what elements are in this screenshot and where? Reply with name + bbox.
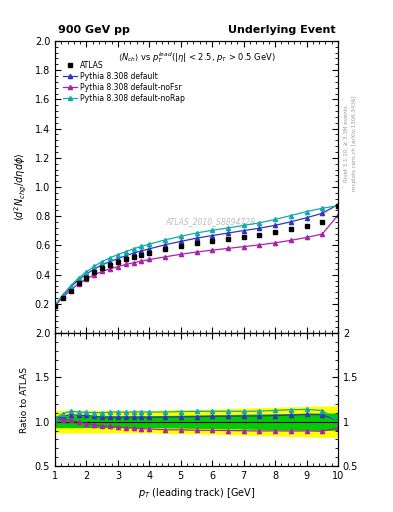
Text: mcplots.cern.ch [arXiv:1306.3436]: mcplots.cern.ch [arXiv:1306.3436]	[352, 96, 357, 191]
Y-axis label: $\langle d^2 N_{chg}/d\eta d\phi \rangle$: $\langle d^2 N_{chg}/d\eta d\phi \rangle…	[13, 153, 29, 221]
Text: ATLAS_2010_S8894728: ATLAS_2010_S8894728	[165, 218, 256, 227]
Text: 900 GeV pp: 900 GeV pp	[58, 25, 130, 35]
Text: $\langle N_{ch}\rangle$ vs $p_T^{lead}$($|\eta|$ < 2.5, $p_T$ > 0.5 GeV): $\langle N_{ch}\rangle$ vs $p_T^{lead}$(…	[118, 50, 275, 65]
Text: Underlying Event: Underlying Event	[228, 25, 335, 35]
X-axis label: $p_T$ (leading track) [GeV]: $p_T$ (leading track) [GeV]	[138, 486, 255, 500]
Legend: ATLAS, Pythia 8.308 default, Pythia 8.308 default-noFsr, Pythia 8.308 default-no: ATLAS, Pythia 8.308 default, Pythia 8.30…	[62, 59, 186, 104]
Text: Rivet 3.1.10, ≥ 3.3M events: Rivet 3.1.10, ≥ 3.3M events	[344, 105, 349, 182]
Y-axis label: Ratio to ATLAS: Ratio to ATLAS	[20, 367, 29, 433]
